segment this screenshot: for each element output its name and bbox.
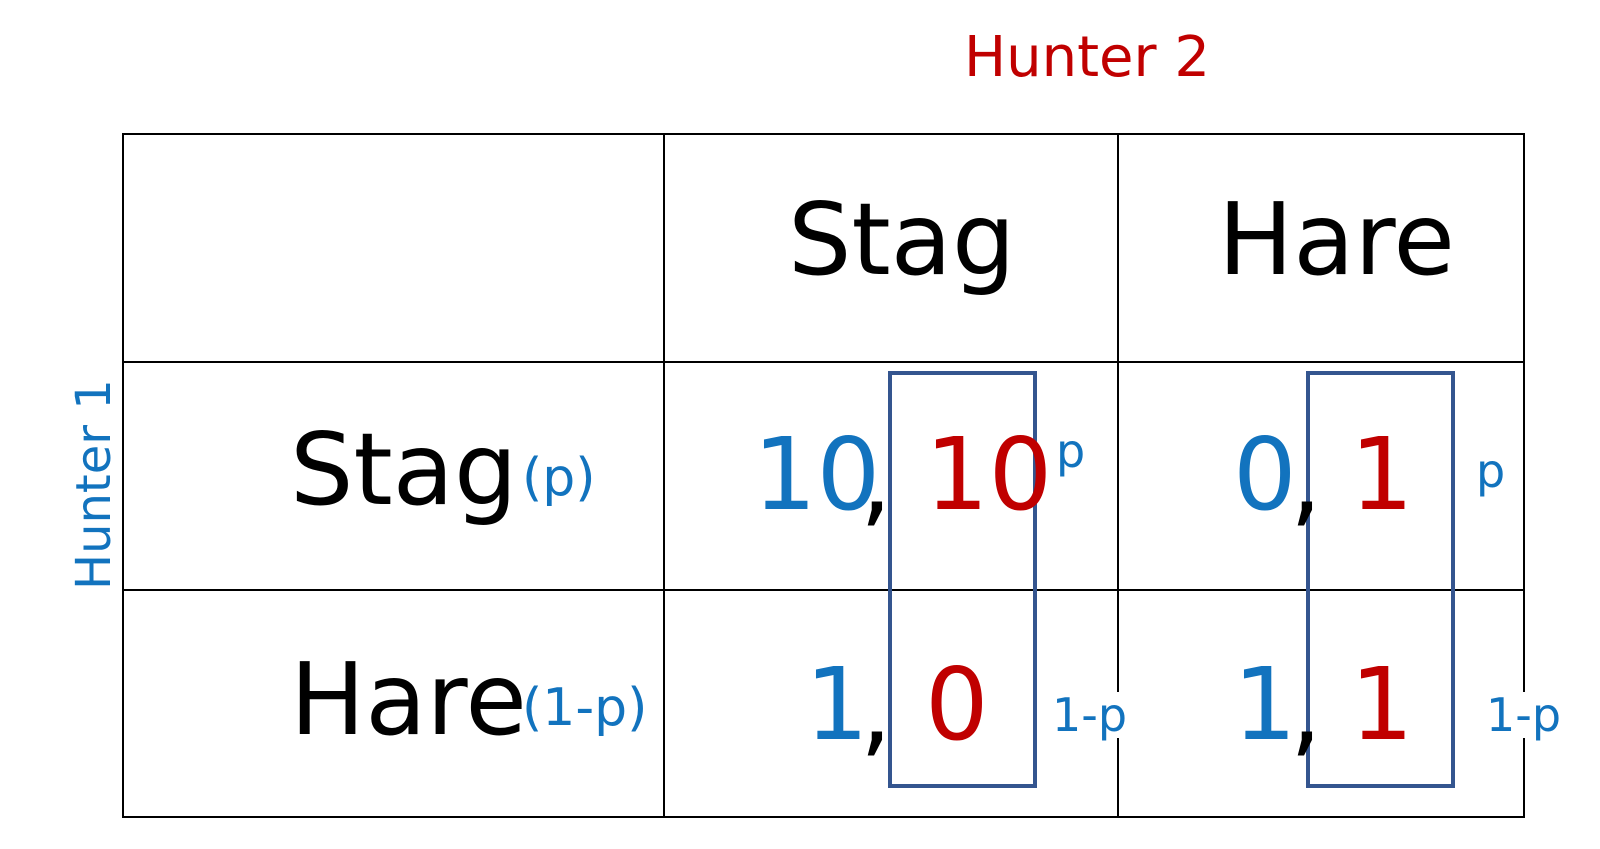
highlight-box-stag-column (888, 371, 1037, 788)
payoff-p1-stag-hare: 0 (1233, 416, 1297, 533)
prob-p-stag-col: p (1054, 424, 1088, 478)
payoff-p1-hare-hare: 1 (1233, 646, 1297, 763)
column-header-hare: Hare (1218, 181, 1455, 298)
payoff-matrix (122, 133, 1525, 818)
payoff-p2-hare-hare: 1 (1350, 646, 1414, 763)
player-2-label: Hunter 2 (964, 25, 1210, 90)
payoff-p1-hare-stag: 1 (805, 646, 869, 763)
highlight-box-hare-column (1306, 371, 1455, 788)
row-prob-hare: (1-p) (522, 678, 648, 738)
payoff-comma: , (860, 421, 892, 538)
prob-1-p-stag-col: 1-p (1050, 688, 1130, 742)
grid-vline-1 (663, 133, 665, 818)
grid-vline-2 (1117, 133, 1119, 818)
grid-hline-2 (122, 589, 1525, 591)
player-1-label: Hunter 1 (66, 379, 122, 590)
payoff-p2-stag-stag: 10 (925, 416, 1053, 533)
payoff-p2-hare-stag: 0 (925, 646, 989, 763)
row-prob-stag: (p) (522, 448, 596, 508)
payoff-p2-stag-hare: 1 (1350, 416, 1414, 533)
payoff-comma: , (1290, 421, 1322, 538)
prob-1-p-hare-col: 1-p (1484, 688, 1564, 742)
prob-p-hare-col: p (1474, 444, 1508, 498)
payoff-comma: , (860, 651, 892, 768)
payoff-comma: , (1290, 651, 1322, 768)
grid-hline-1 (122, 361, 1525, 363)
payoff-p1-stag-stag: 10 (753, 416, 881, 533)
row-header-stag: Stag (290, 411, 518, 528)
column-header-stag: Stag (788, 181, 1016, 298)
row-header-hare: Hare (290, 641, 527, 758)
